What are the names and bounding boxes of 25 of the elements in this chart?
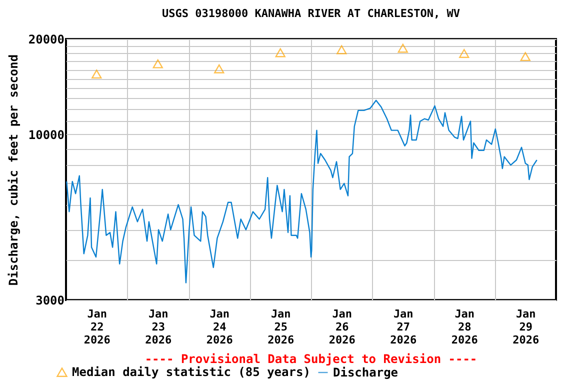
chart-title: USGS 03198000 KANAWHA RIVER AT CHARLESTON, WV — [162, 7, 460, 20]
point — [214, 64, 224, 74]
point — [520, 52, 530, 62]
point — [152, 59, 163, 68]
y-tick-label: 3000 — [36, 294, 64, 308]
x-tick-label: Jan 29 2026 — [512, 308, 540, 346]
x-tick-label: Jan 22 2026 — [84, 308, 111, 346]
x-tick-label: Jan 25 2026 — [268, 308, 294, 346]
point — [336, 45, 347, 54]
point — [275, 48, 286, 58]
x-tick-label: Jan 28 2026 — [451, 308, 478, 346]
text: ---- Provisional Data Subject to Revision ---- — [144, 352, 478, 366]
legend-label: Median daily statistic (85 years) — [72, 365, 310, 380]
x-tick-label: Jan 24 2026 — [206, 308, 234, 346]
point — [459, 49, 470, 58]
legend-label: Discharge — [333, 366, 398, 380]
x-tick-label: Jan 23 2026 — [145, 308, 172, 346]
point — [92, 70, 102, 79]
y-axis-title: Discharge, cubic feet per second — [6, 54, 20, 286]
x-tick-label: Jan 26 2026 — [328, 308, 356, 346]
x-tick-label: Jan 27 2026 — [390, 308, 417, 346]
point — [398, 44, 408, 53]
y-tick-label: 10000 — [28, 128, 64, 142]
y-tick-label: 20000 — [28, 32, 64, 46]
line-series — [66, 100, 538, 284]
